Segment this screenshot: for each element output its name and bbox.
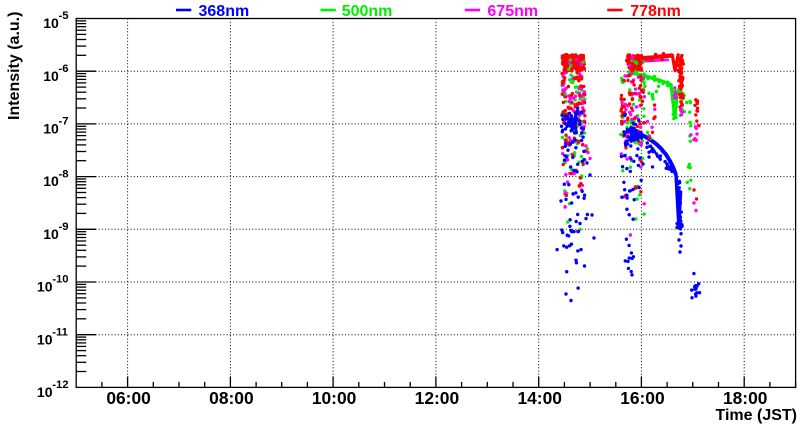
svg-text:Time (JST): Time (JST) bbox=[716, 407, 798, 424]
svg-text:10: 10 bbox=[43, 173, 59, 189]
svg-text:08:00: 08:00 bbox=[209, 388, 253, 408]
svg-text:18:00: 18:00 bbox=[723, 388, 767, 408]
svg-text:-6: -6 bbox=[59, 63, 69, 75]
svg-text:778nm: 778nm bbox=[630, 3, 681, 20]
svg-text:12:00: 12:00 bbox=[415, 388, 459, 408]
svg-text:10: 10 bbox=[37, 331, 53, 347]
svg-text:-9: -9 bbox=[59, 221, 69, 233]
svg-text:10: 10 bbox=[43, 121, 59, 137]
svg-text:10: 10 bbox=[43, 68, 59, 84]
svg-text:Intensity (a.u.): Intensity (a.u.) bbox=[6, 12, 23, 120]
svg-text:10:00: 10:00 bbox=[312, 388, 356, 408]
svg-text:-7: -7 bbox=[59, 116, 69, 128]
svg-text:10: 10 bbox=[43, 226, 59, 242]
svg-text:675nm: 675nm bbox=[487, 3, 538, 20]
svg-text:368nm: 368nm bbox=[199, 3, 250, 20]
svg-text:10: 10 bbox=[37, 279, 53, 295]
svg-text:500nm: 500nm bbox=[342, 3, 393, 20]
svg-text:10: 10 bbox=[43, 15, 59, 31]
svg-text:-12: -12 bbox=[52, 379, 68, 391]
svg-text:-8: -8 bbox=[59, 168, 69, 180]
svg-text:14:00: 14:00 bbox=[517, 388, 561, 408]
svg-text:06:00: 06:00 bbox=[106, 388, 150, 408]
svg-text:-5: -5 bbox=[59, 10, 69, 22]
svg-text:-10: -10 bbox=[52, 274, 68, 286]
svg-text:16:00: 16:00 bbox=[620, 388, 664, 408]
svg-text:-11: -11 bbox=[52, 326, 68, 338]
svg-text:10: 10 bbox=[37, 384, 53, 400]
